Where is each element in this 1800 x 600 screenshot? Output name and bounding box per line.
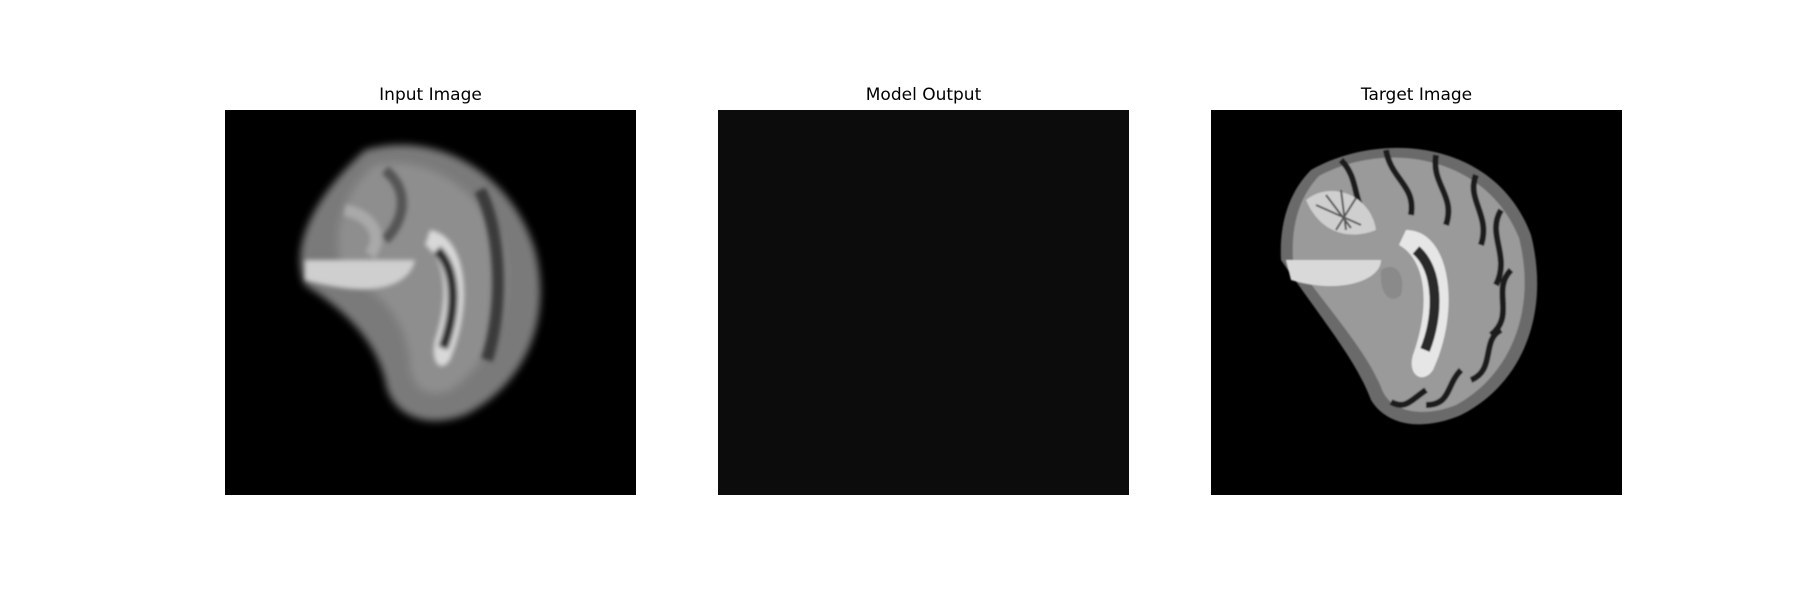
model-output-image: [718, 110, 1129, 495]
target-image-panel: Target Image: [1211, 80, 1622, 495]
model-output-title: Model Output: [865, 85, 982, 105]
model-output-panel: Model Output: [718, 80, 1129, 495]
input-image-panel: Input Image: [225, 80, 636, 495]
input-image-title: Input Image: [379, 85, 482, 105]
input-brain-scan: [225, 110, 636, 495]
target-image: [1211, 110, 1622, 495]
target-image-title: Target Image: [1360, 85, 1473, 105]
input-image: [225, 110, 636, 495]
target-brain-scan: [1211, 110, 1622, 495]
